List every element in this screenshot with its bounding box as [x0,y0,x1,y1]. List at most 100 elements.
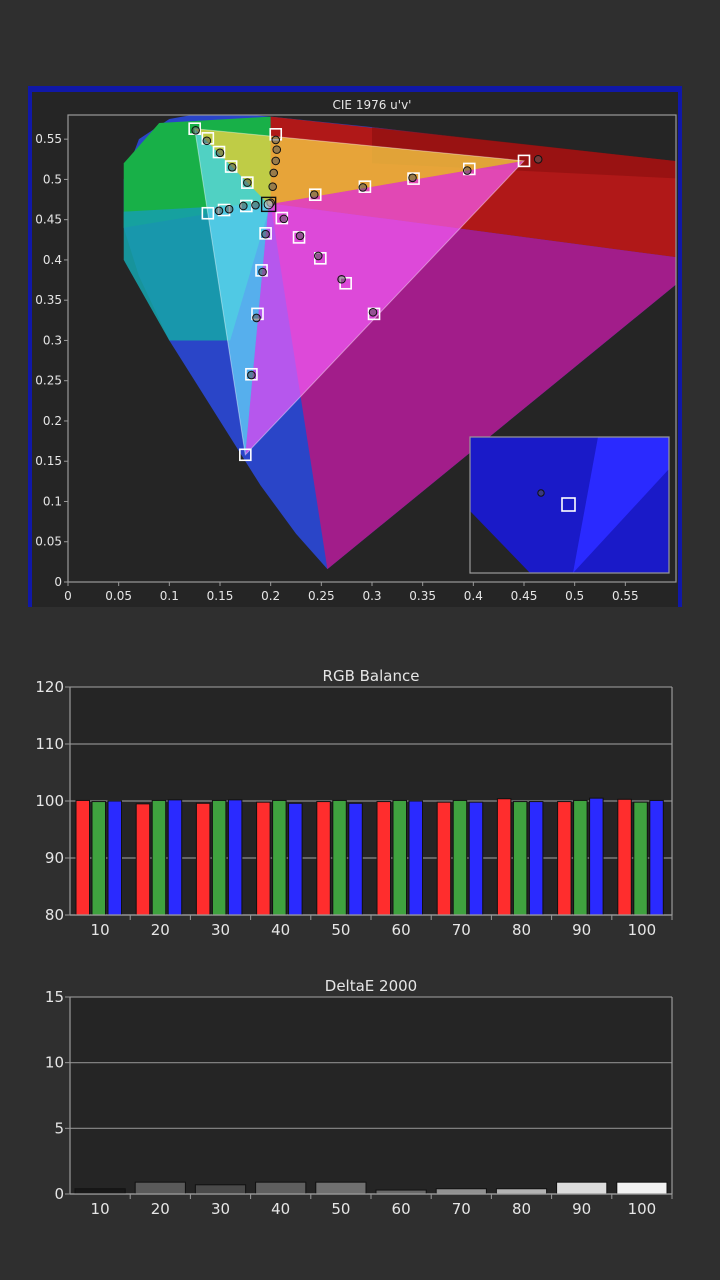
measured-circle-marker [258,267,267,277]
y-tick-label: 0.3 [43,333,62,347]
rgb-bar [557,801,572,916]
rgb-bar [392,799,407,916]
rgb-y-tick-label: 120 [35,678,64,696]
x-tick-label: 0.05 [105,589,132,603]
rgb-y-tick-label: 80 [45,906,64,924]
y-tick-label: 0.25 [35,374,62,388]
cie-title: CIE 1976 u'v' [333,98,412,112]
de-title: DeltaE 2000 [325,977,417,995]
measured-circle-marker [279,214,289,224]
rgb-bar [633,801,648,916]
white-point-circle-marker [263,199,274,210]
deltae-bar [255,1181,307,1195]
x-tick-label: 0 [64,589,72,603]
inset-frame [469,436,670,574]
target-square-marker [308,188,322,202]
measured-circle-marker [251,200,260,210]
measured-circle-marker [269,168,279,178]
y-tick-label: 0.05 [35,535,62,549]
measured-circle-marker [268,182,277,191]
rgb-bar [211,799,227,916]
measured-circle-marker [295,231,305,241]
de-x-tick-label: 30 [211,1200,230,1218]
rgb-bar [91,801,106,916]
deltae-bar [134,1181,186,1195]
rgb-x-tick-label: 80 [512,921,531,939]
rgb-bar [589,797,604,916]
measured-circle-marker [271,135,281,145]
rgb-bar [468,801,484,916]
measured-circle-marker [313,251,323,261]
rgb-bar [332,799,347,916]
rgb-x-tick-label: 70 [452,921,471,939]
measured-circle-marker [202,136,212,146]
deltae-bar [616,1181,668,1195]
measured-circle-marker [227,163,237,172]
x-tick-label: 0.3 [362,589,381,603]
de-x-tick-label: 70 [452,1200,471,1218]
x-tick-label: 0.45 [511,589,538,603]
rgb-bar [528,801,544,916]
y-tick-label: 0.5 [43,172,62,186]
y-tick-label: 0 [54,575,62,589]
rgb-x-tick-label: 10 [91,921,110,939]
x-tick-label: 0.4 [464,589,483,603]
measured-circle-marker [243,178,252,187]
rgb-x-tick-label: 100 [628,921,657,939]
rgb-bar [227,799,243,916]
target-square-marker [212,145,226,159]
x-tick-label: 0.35 [409,589,436,603]
deltae-bar [315,1181,367,1195]
target-square-marker [259,227,272,240]
rgb-bar [408,800,423,916]
target-square-marker [224,160,238,173]
measured-circle-marker [214,206,224,216]
target-square-marker [201,206,215,220]
inset-outside-region [470,511,530,573]
measured-circle-marker [252,313,261,323]
rgb-x-tick-label: 60 [392,921,411,939]
measured-circle-marker [309,190,319,200]
target-square-marker [517,154,531,168]
measured-circle-marker [224,204,234,214]
measured-circle-marker [408,173,417,183]
white-point-square-marker [260,196,277,213]
rgb-bar [256,801,271,916]
y-tick-label: 0.2 [43,414,62,428]
de-x-tick-label: 50 [331,1200,350,1218]
de-x-tick-label: 80 [512,1200,531,1218]
rgb-x-tick-label: 20 [151,921,170,939]
target-square-marker [239,448,252,462]
y-tick-label: 0.35 [35,293,62,307]
measured-circle-marker [462,166,472,175]
rgb-balance-chart: 80 90 100 110 120 RGB Balance 10 20 30 40 50 60 70 80… [35,667,673,939]
rgb-bar [135,803,151,916]
rgb-bar [348,802,363,916]
de-x-tick-label: 40 [271,1200,290,1218]
deltae-bar [556,1181,608,1195]
inset-circle-marker [537,489,545,497]
measured-circle-marker [358,183,368,192]
deltae-chart: 0 5 10 15 DeltaE 2000 10 20 30 40 50 60 70 80 90 100 [45,977,673,1218]
measured-circle-marker [215,148,225,158]
target-square-marker [407,172,420,185]
x-tick-label: 0.2 [261,589,280,603]
de-y-tick-label: 5 [54,1119,64,1137]
measured-circle-marker [272,145,282,154]
de-x-tick-label: 10 [91,1200,110,1218]
measured-circle-marker [247,370,256,380]
inset-triangle-region [573,437,669,573]
de-y-tick-label: 15 [45,988,64,1006]
rgb-bar [496,798,512,916]
rgb-bar [151,799,167,916]
rgb-bar [376,801,391,916]
inset-square-marker [561,497,576,512]
rgb-y-tick-label: 110 [35,735,64,753]
rgb-bar [649,799,664,916]
rgb-x-tick-label: 30 [211,921,230,939]
de-x-tick-label: 20 [151,1200,170,1218]
x-tick-label: 0.1 [160,589,179,603]
rgb-bar [272,799,287,916]
gamut-magenta-sector [245,160,525,455]
rgb-x-tick-label: 40 [271,921,290,939]
